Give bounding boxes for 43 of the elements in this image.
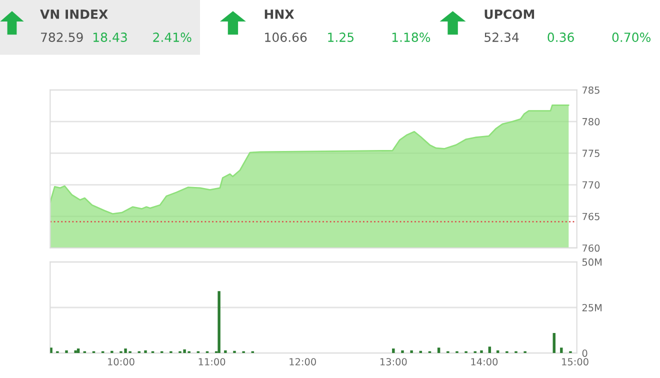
y-tick-label: 25M (582, 304, 602, 312)
bar (437, 348, 440, 354)
bar (218, 291, 220, 354)
bar (224, 350, 227, 354)
y-tick-label: 785 (582, 86, 600, 94)
bar (76, 348, 80, 354)
bar (480, 350, 483, 354)
text: HNX (264, 10, 294, 19)
bar (392, 348, 395, 354)
bar (401, 350, 404, 354)
bar (560, 348, 563, 354)
bar (110, 350, 114, 354)
text: 0.36 (548, 32, 574, 42)
bar (144, 350, 147, 354)
bar (74, 350, 77, 354)
text: 2.41% (153, 32, 192, 42)
y-tick-label: 760 (582, 244, 600, 252)
text: VN INDEX (40, 10, 108, 19)
text: 782.59 (41, 32, 83, 42)
y-tick-label: 770 (582, 181, 600, 189)
text: 18.43 (93, 32, 127, 42)
x-tick-label: 15:00 (562, 358, 588, 366)
y-tick-label: 765 (582, 212, 600, 220)
x-tick-label: 10:00 (108, 358, 134, 366)
text: 106.66 (265, 32, 307, 42)
text: UPCOM (484, 10, 534, 19)
bar (552, 333, 556, 354)
text: 52.34 (484, 32, 519, 42)
bar (233, 350, 236, 354)
y-tick-label: 780 (582, 118, 600, 126)
text: 1.25 (328, 32, 354, 42)
y-tick-label: 0 (582, 350, 588, 357)
text: 1.18% (392, 32, 430, 42)
bar (488, 346, 492, 354)
x-tick-label: 13:00 (380, 358, 407, 366)
bar (65, 350, 68, 354)
text: 0.70% (612, 32, 650, 42)
x-tick-label: 12:00 (290, 358, 316, 366)
bar (410, 350, 413, 354)
y-tick-label: 775 (582, 150, 600, 157)
x-tick-label: 14:00 (471, 358, 498, 366)
x-tick-label: 11:00 (198, 358, 226, 366)
y-tick-label: 50M (582, 258, 602, 266)
